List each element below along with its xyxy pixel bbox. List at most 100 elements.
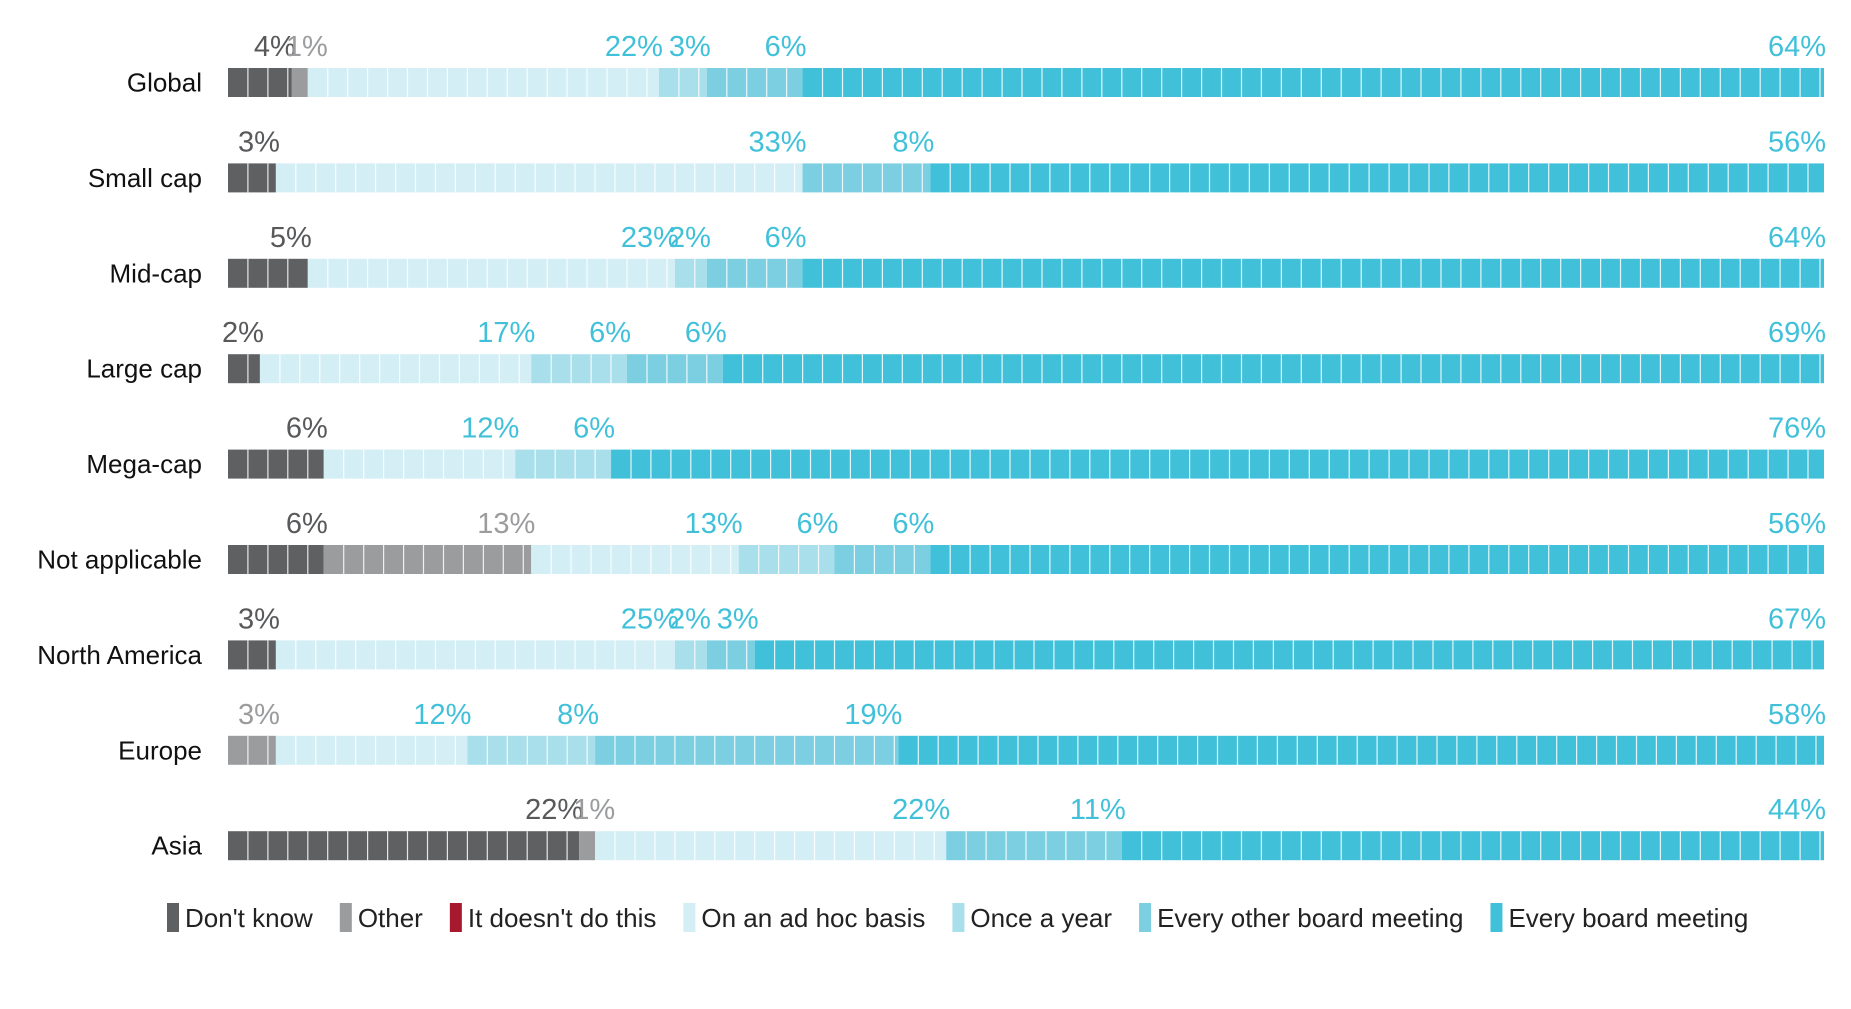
legend-label: Every board meeting xyxy=(1508,903,1748,933)
bar-row: Not applicable 6% 13% 13% 6% 6% 56% xyxy=(37,508,1826,575)
data-label: 3% xyxy=(238,699,280,731)
data-label: 64% xyxy=(1768,31,1826,63)
bar-segment xyxy=(930,545,1824,574)
data-label: 25% xyxy=(621,603,679,635)
data-label: 6% xyxy=(765,222,807,254)
legend-swatch xyxy=(683,903,696,932)
bar-segment xyxy=(259,354,532,384)
bar-segment xyxy=(275,640,675,670)
bar-segment xyxy=(802,163,931,193)
bar-segment xyxy=(307,68,659,97)
data-label: 3% xyxy=(717,603,759,635)
bar-segment xyxy=(802,258,1824,288)
bar-segment xyxy=(228,545,324,574)
category-label: Europe xyxy=(118,735,202,765)
legend-label: Once a year xyxy=(970,903,1112,933)
data-label: 33% xyxy=(749,126,807,158)
data-label: 4% xyxy=(254,31,296,63)
bar-segment xyxy=(228,354,260,384)
data-label: 6% xyxy=(765,31,807,63)
bar-row: Small cap 3% 33% 8% 56% xyxy=(88,126,1826,193)
bar-segment xyxy=(802,68,1824,97)
bar-segment xyxy=(228,640,276,670)
data-label: 23% xyxy=(621,222,679,254)
bar-segment xyxy=(228,258,308,288)
bar-segment xyxy=(722,354,1824,384)
legend-item: Every other board meeting xyxy=(1139,903,1463,933)
data-label: 67% xyxy=(1768,603,1826,635)
category-label: Small cap xyxy=(88,163,202,193)
data-label: 6% xyxy=(685,317,727,349)
data-label: 44% xyxy=(1768,794,1826,826)
data-label: 22% xyxy=(892,794,950,826)
legend-swatch xyxy=(952,903,965,932)
legend-label: Every other board meeting xyxy=(1157,903,1463,933)
bar-segment xyxy=(706,258,803,288)
category-label: Mid-cap xyxy=(110,258,202,288)
bar-segment xyxy=(467,735,596,765)
legend-swatch xyxy=(167,903,179,932)
bar-row: Mid-cap 5% 23%2% 6% 64% xyxy=(110,222,1826,288)
category-label: Global xyxy=(127,68,202,98)
bar-segment xyxy=(898,735,1824,765)
bar-segment xyxy=(754,640,1825,670)
bar-segment xyxy=(611,449,1824,479)
bar-segment xyxy=(228,449,324,479)
bar-segment xyxy=(228,735,276,765)
bar-segment xyxy=(706,640,755,670)
data-label: 2% xyxy=(222,317,264,349)
data-label: 6% xyxy=(286,508,328,540)
bar-segment xyxy=(531,545,739,574)
data-label: 6% xyxy=(589,317,631,349)
bars-layer: Global 4% 1% 22% 3% 6% 64% Small cap 3% 33% 8% 56% M… xyxy=(37,31,1826,861)
legend-swatch xyxy=(339,903,352,932)
data-label: 12% xyxy=(413,699,471,731)
legend-swatch xyxy=(1490,903,1503,932)
data-label: 8% xyxy=(557,699,599,731)
bar-segment xyxy=(323,449,516,479)
legend-label: It doesn't do this xyxy=(468,903,657,933)
legend-swatch xyxy=(449,903,462,932)
bar-segment xyxy=(627,354,723,384)
bar-segment xyxy=(946,831,1122,861)
bar-segment xyxy=(228,68,292,97)
bar-segment xyxy=(291,68,308,97)
data-label: 1% xyxy=(573,794,615,826)
legend-item: It doesn't do this xyxy=(449,903,657,933)
category-label: Large cap xyxy=(86,354,202,384)
data-label: 3% xyxy=(669,31,711,63)
data-label: 5% xyxy=(270,222,312,254)
data-label: 64% xyxy=(1768,222,1826,254)
bar-segment xyxy=(738,545,835,574)
data-label: 6% xyxy=(573,413,615,445)
legend: Don't know Other It doesn't do this On an a… xyxy=(167,903,1748,933)
legend-label: On an ad hoc basis xyxy=(701,903,925,933)
data-label: 19% xyxy=(844,699,902,731)
bar-segment xyxy=(275,163,803,193)
category-label: Not applicable xyxy=(37,545,202,575)
bar-segment xyxy=(674,640,707,670)
data-label: 12% xyxy=(461,413,519,445)
data-label: 69% xyxy=(1768,317,1826,349)
category-label: North America xyxy=(37,640,202,670)
legend-item: On an ad hoc basis xyxy=(683,903,925,933)
legend-swatch xyxy=(1139,903,1152,932)
data-label: 3% xyxy=(238,603,280,635)
bar-segment xyxy=(307,258,675,288)
data-label: 13% xyxy=(685,508,743,540)
data-label: 56% xyxy=(1768,508,1826,540)
bar-segment xyxy=(595,831,947,861)
bar-segment xyxy=(515,449,612,479)
legend-item: Other xyxy=(339,903,423,933)
data-label: 17% xyxy=(477,317,535,349)
bar-segment xyxy=(275,735,468,765)
bar-segment xyxy=(228,163,276,193)
legend-item: Don't know xyxy=(167,903,313,933)
data-label: 13% xyxy=(477,508,535,540)
bar-segment xyxy=(930,163,1824,193)
data-label: 8% xyxy=(892,126,934,158)
bar-row: Mega-cap 6% 12% 6% 76% xyxy=(86,413,1826,480)
